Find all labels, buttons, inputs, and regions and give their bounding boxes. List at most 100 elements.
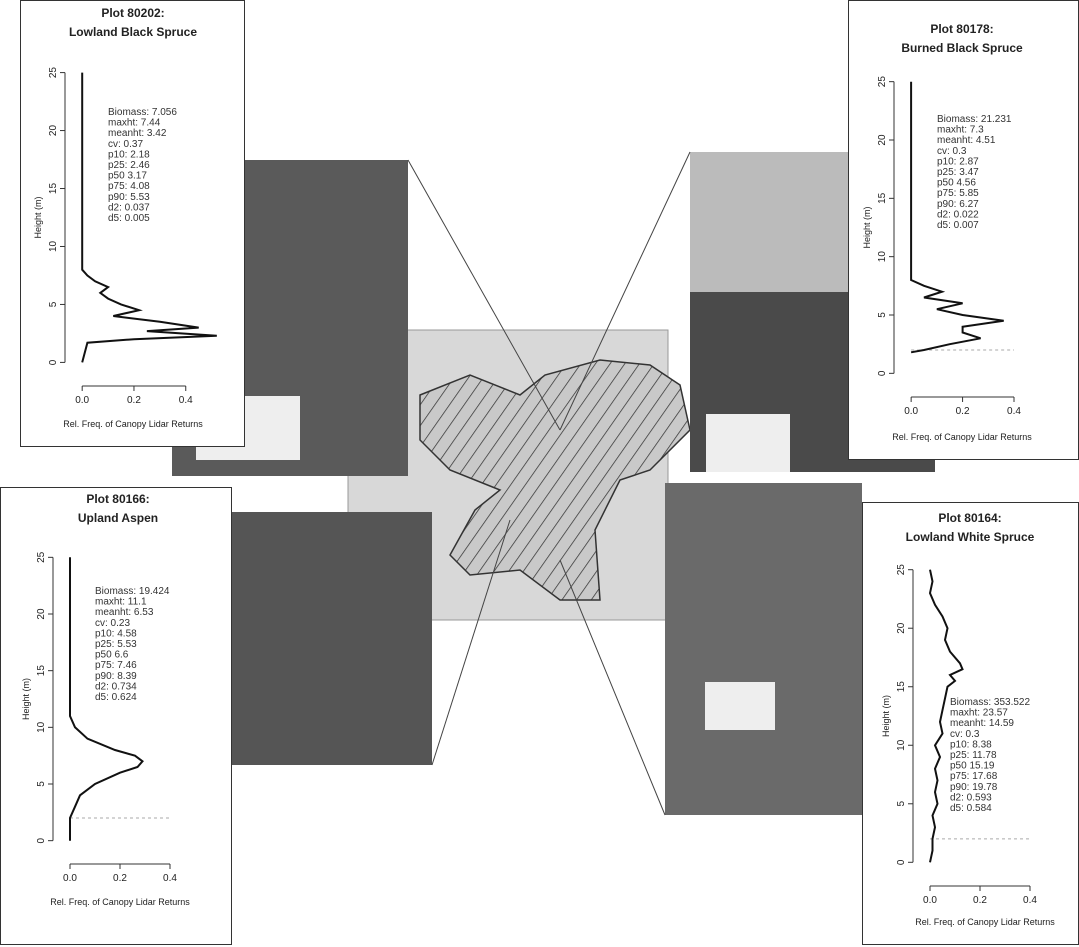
y-tick-label: 0	[877, 370, 888, 376]
stat-annotation: p25: 2.46	[108, 160, 150, 171]
stat-annotation: p75: 4.08	[108, 181, 150, 192]
stat-annotation: p25: 3.47	[937, 167, 979, 178]
chart-title: Plot 80164:	[938, 511, 1001, 525]
y-tick-label: 10	[877, 251, 888, 263]
stat-annotation: p50 4.56	[937, 178, 976, 189]
stat-annotation: Biomass: 353.522	[950, 697, 1030, 708]
x-axis-label: Rel. Freq. of Canopy Lidar Returns	[63, 419, 203, 429]
chart-title: Plot 80178:	[930, 22, 993, 36]
x-axis-label: Rel. Freq. of Canopy Lidar Returns	[915, 917, 1055, 927]
stat-annotation: p75: 17.68	[950, 771, 998, 782]
chart-panel: Plot 80166:Upland Aspen05101520250.00.20…	[1, 488, 232, 945]
stat-annotation: d2: 0.037	[108, 202, 150, 213]
x-tick-label: 0.4	[1007, 406, 1021, 417]
y-axis-label: Height (m)	[21, 678, 31, 720]
plot-sign	[705, 682, 775, 730]
stat-annotation: p75: 5.85	[937, 188, 979, 199]
y-tick-label: 25	[36, 551, 47, 563]
stat-annotation: d2: 0.022	[937, 209, 979, 220]
y-tick-label: 5	[36, 781, 47, 787]
plot-sign	[706, 414, 790, 472]
x-tick-label: 0.0	[904, 406, 918, 417]
stat-annotation: p25: 11.78	[950, 750, 997, 761]
stat-annotation: p10: 8.38	[950, 739, 992, 750]
stat-annotation: d5: 0.584	[950, 803, 992, 814]
y-tick-label: 0	[896, 859, 907, 865]
stat-annotation: cv: 0.23	[95, 618, 130, 629]
stat-annotation: p90: 8.39	[95, 671, 137, 682]
stat-annotation: meanht: 3.42	[108, 128, 167, 139]
stat-annotation: p10: 2.87	[937, 156, 979, 167]
x-tick-label: 0.4	[179, 395, 193, 406]
y-tick-label: 0	[36, 837, 47, 843]
y-tick-label: 5	[48, 301, 59, 307]
stat-annotation: maxht: 11.1	[95, 597, 147, 608]
x-tick-label: 0.2	[973, 895, 987, 906]
figure: Plot 80202: Lowland Black Spruce 0 5 10 15 20 2…	[0, 0, 1079, 947]
chart-panel: Plot 80164: Lowland White Spruce 0 5 10 15 20 2…	[863, 503, 1079, 945]
y-axis-label: Height (m)	[862, 206, 872, 248]
stat-annotation: meanht: 14.59	[950, 718, 1014, 729]
stat-annotation: d5: 0.007	[937, 220, 979, 231]
stat-annotation: d5: 0.624	[95, 692, 137, 703]
chart-subtitle: Lowland Black Spruce	[69, 25, 197, 39]
stat-annotation: p50 6.6	[95, 650, 129, 661]
x-tick-label: 0.0	[63, 873, 77, 884]
y-tick-label: 5	[877, 312, 888, 318]
y-tick-label: 25	[877, 76, 888, 88]
stat-annotation: p50 3.17	[108, 171, 147, 182]
stat-annotation: p90: 5.53	[108, 192, 150, 203]
stat-annotation: p25: 5.53	[95, 639, 137, 650]
stat-annotation: maxht: 23.57	[950, 708, 1008, 719]
y-tick-label: 20	[877, 134, 888, 146]
chart-subtitle: Upland Aspen	[78, 511, 158, 525]
y-tick-label: 25	[48, 67, 59, 79]
x-tick-label: 0.2	[113, 873, 127, 884]
stat-annotation: cv: 0.3	[937, 146, 967, 157]
y-tick-label: 20	[896, 622, 907, 634]
y-tick-label: 15	[36, 665, 47, 677]
stat-annotation: p75: 7.46	[95, 660, 137, 671]
x-tick-label: 0.4	[1023, 895, 1037, 906]
x-tick-label: 0.2	[956, 406, 970, 417]
y-tick-label: 10	[36, 721, 47, 733]
stat-annotation: meanht: 4.51	[937, 135, 996, 146]
stat-annotation: maxht: 7.44	[108, 118, 161, 129]
stat-annotation: Biomass: 19.424	[95, 586, 170, 597]
y-tick-label: 25	[896, 564, 907, 576]
photo-80164	[665, 483, 862, 815]
x-tick-label: 0.0	[923, 895, 937, 906]
y-tick-label: 20	[48, 125, 59, 137]
y-tick-label: 15	[896, 681, 907, 693]
stat-annotation: p50 15.19	[950, 761, 995, 772]
y-tick-label: 10	[896, 739, 907, 751]
y-tick-label: 10	[48, 240, 59, 252]
chart-panel: Plot 80202:Lowland Black Spruce051015202…	[21, 1, 245, 447]
x-tick-label: 0.4	[163, 873, 177, 884]
stat-annotation: maxht: 7.3	[937, 125, 984, 136]
chart-title: Plot 80166:	[86, 492, 149, 506]
y-tick-label: 5	[896, 801, 907, 807]
stat-annotation: p10: 2.18	[108, 149, 150, 160]
x-tick-label: 0.0	[75, 395, 89, 406]
x-axis-label: Rel. Freq. of Canopy Lidar Returns	[50, 897, 190, 907]
stat-annotation: p90: 19.78	[950, 782, 998, 793]
x-axis-label: Rel. Freq. of Canopy Lidar Returns	[892, 432, 1032, 442]
stat-annotation: Biomass: 21.231	[937, 114, 1012, 125]
y-axis-label: Height (m)	[33, 196, 43, 238]
stat-annotation: p10: 4.58	[95, 628, 137, 639]
chart-subtitle: Burned Black Spruce	[901, 41, 1023, 55]
stat-annotation: cv: 0.37	[108, 139, 143, 150]
chart-title: Plot 80202:	[101, 6, 164, 20]
y-tick-label: 15	[48, 183, 59, 195]
chart-panel: Plot 80178: Burned Black Spruce 0 5 10 15 20 25…	[849, 1, 1079, 460]
y-tick-label: 15	[877, 192, 888, 204]
y-axis-label: Height (m)	[881, 695, 891, 737]
stat-annotation: d5: 0.005	[108, 213, 150, 224]
photo-80166	[230, 512, 432, 765]
chart-subtitle: Lowland White Spruce	[906, 530, 1035, 544]
stat-annotation: cv: 0.3	[950, 729, 980, 740]
stat-annotation: meanht: 6.53	[95, 607, 154, 618]
stat-annotation: d2: 0.593	[950, 792, 992, 803]
x-tick-label: 0.2	[127, 395, 141, 406]
